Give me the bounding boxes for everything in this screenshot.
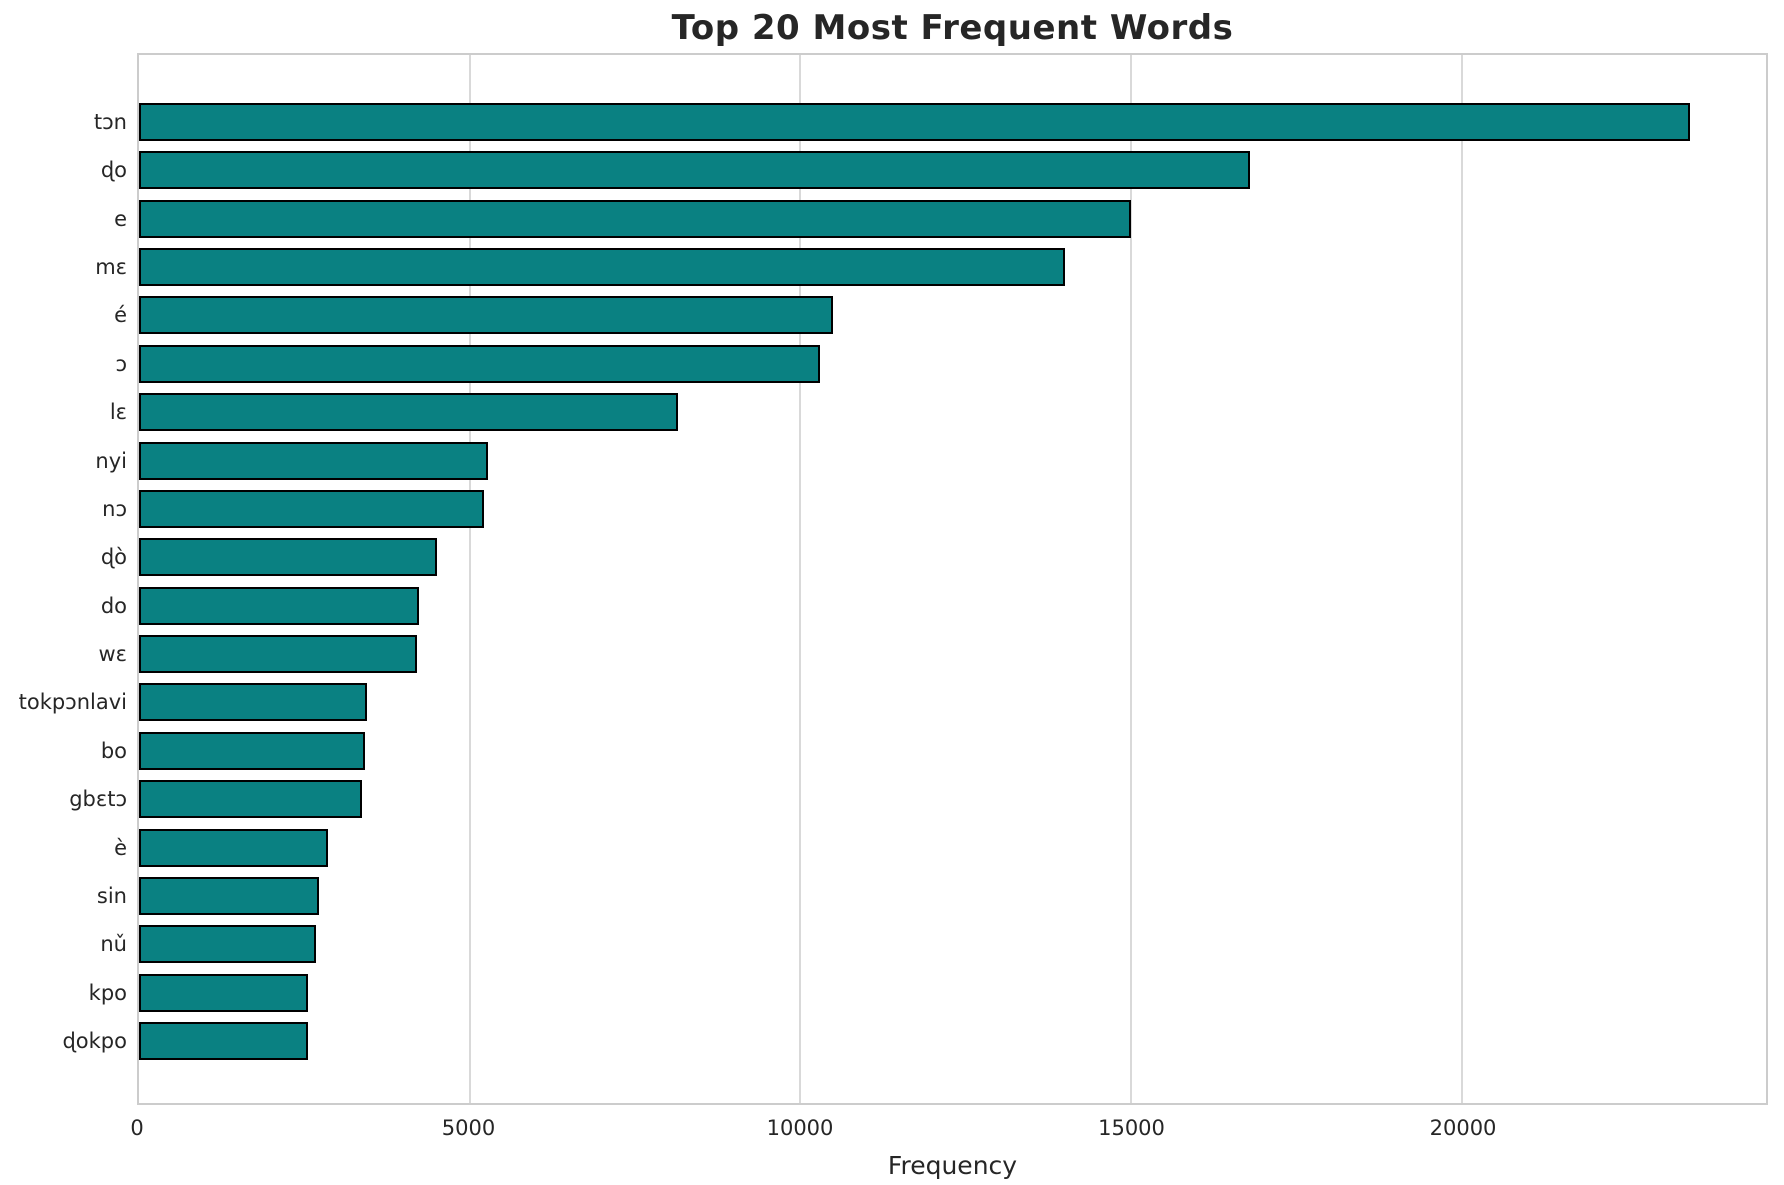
bar-é <box>139 296 834 335</box>
bar-nyi <box>139 441 488 480</box>
bar-è <box>139 828 329 867</box>
x-axis-label: Frequency <box>887 1151 1018 1180</box>
bar-do <box>139 586 420 625</box>
bar-nǔ <box>139 925 317 964</box>
bar-e <box>139 199 1132 238</box>
bar-nɔ <box>139 489 484 528</box>
y-tick-label: tokpɔnlavi <box>18 690 127 715</box>
bar-gbɛtɔ <box>139 780 362 819</box>
x-tick-label: 15000 <box>1098 1116 1165 1140</box>
y-tick-label: ɖò <box>100 545 127 570</box>
gridline-10000 <box>799 55 802 1103</box>
y-tick-label: wɛ <box>98 642 127 667</box>
y-tick-label: bo <box>100 738 127 763</box>
y-tick-label: do <box>100 593 127 618</box>
plot-area: tɔn ɖo e mɛ é ɔ lɛ nyi nɔ ɖò do wɛ tokpɔnlavi bo gbɛtɔ… <box>19 53 1768 1105</box>
bar-ɔ <box>139 344 821 383</box>
y-tick-label: nǔ <box>100 932 127 957</box>
x-tick-label: 5000 <box>441 1116 496 1140</box>
y-tick-label: ɖo <box>100 158 127 183</box>
y-tick-label: e <box>114 206 127 231</box>
bar-tokpɔnlavi <box>139 683 368 722</box>
y-tick-label: ɔ <box>115 351 127 376</box>
chart-title: Top 20 Most Frequent Words <box>671 8 1234 48</box>
bar-sin <box>139 876 319 915</box>
x-tick-label: 0 <box>130 1116 144 1140</box>
gridline-20000 <box>1460 55 1463 1103</box>
y-tick-label: lɛ <box>109 400 127 425</box>
x-tick-label: 10000 <box>766 1116 834 1140</box>
bar-kpo <box>139 973 309 1012</box>
y-tick-label: kpo <box>88 980 127 1005</box>
y-tick-label: è <box>114 835 127 860</box>
bar-lɛ <box>139 393 679 432</box>
bar-mɛ <box>139 248 1065 287</box>
y-tick-label: tɔn <box>93 110 127 134</box>
bar-wɛ <box>139 635 417 674</box>
bar-bo <box>139 731 365 770</box>
gridline-5000 <box>468 55 471 1103</box>
x-tick-label: 20000 <box>1429 1116 1497 1140</box>
y-tick-label: mɛ <box>95 255 127 280</box>
y-tick-label: gbɛtɔ <box>69 787 127 812</box>
bar-ɖo <box>139 151 1251 190</box>
y-tick-label: ɖokpo <box>62 1028 127 1053</box>
y-tick-label: sin <box>96 883 127 908</box>
y-tick-label: é <box>114 303 127 328</box>
bar-ɖò <box>139 538 437 577</box>
gridline-15000 <box>1130 55 1133 1103</box>
y-tick-label: nyi <box>95 448 127 473</box>
bar-tɔn <box>139 103 1690 141</box>
bar-ɖokpo <box>139 1021 308 1060</box>
y-tick-label: nɔ <box>102 496 127 521</box>
